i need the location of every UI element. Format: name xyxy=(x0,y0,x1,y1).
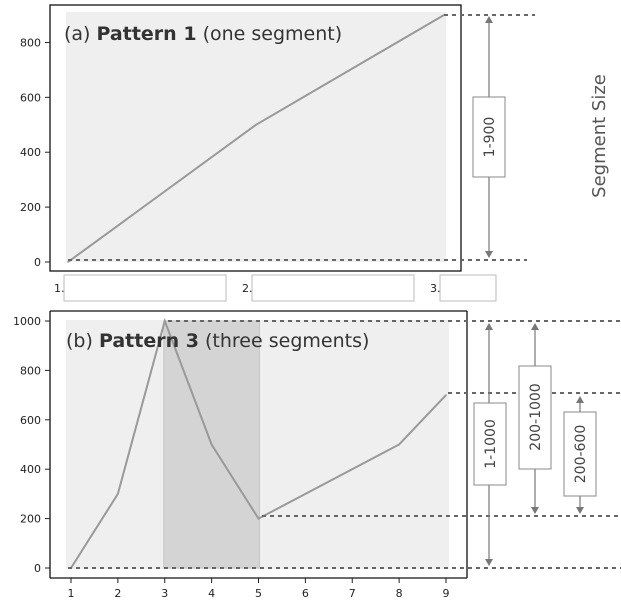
panel-b-y-tick-label: 800 xyxy=(20,364,41,377)
panel-b-title: (b) Pattern 3 (three segments) xyxy=(66,330,369,352)
panel-b-series-line xyxy=(70,317,447,569)
panel-a-y-tick-label: 800 xyxy=(20,36,41,49)
position-box-1 xyxy=(63,274,227,302)
panel-a-y-tick-label: 400 xyxy=(20,146,41,159)
range-label-200-1000: 200-1000 xyxy=(528,383,544,450)
x-position-strip: 1. 2. 3. xyxy=(54,274,497,302)
segment-size-label: Segment Size xyxy=(589,74,610,198)
panel-b-x-tick-label: 2 xyxy=(114,587,121,600)
x-tick-label-2: 2. xyxy=(242,282,253,295)
range-arrow-1-1000: 1-1000 xyxy=(473,323,507,566)
panel-a-title: (a) Pattern 1 (one segment) xyxy=(64,23,342,45)
panel-b-x-tick-label: 4 xyxy=(208,587,215,600)
panel-b-y-tick-label: 200 xyxy=(20,513,41,526)
panel-b-y-tick-label: 600 xyxy=(20,414,41,427)
panel-a-series-line xyxy=(67,14,445,263)
panel-b-x-ticks: 1 2 3 4 5 6 7 8 9 xyxy=(68,320,450,600)
panel-b-y-ticks: 0 200 400 600 800 1000 xyxy=(13,315,50,575)
panel-a: 0 200 400 600 800 1-900 (a) Pattern 1 (one s… xyxy=(20,4,535,272)
panel-b-y-tick-label: 1000 xyxy=(13,315,41,328)
range-arrow-200-1000: 200-1000 xyxy=(518,323,552,514)
x-tick-label-3: 3. xyxy=(430,282,441,295)
panel-b: 0 200 400 600 800 1000 1 2 3 4 5 6 7 8 9 1-1000 200-1… xyxy=(13,310,621,600)
x-tick-label-1: 1. xyxy=(54,282,65,295)
panel-b-x-tick-label: 9 xyxy=(443,587,450,600)
position-box-3 xyxy=(439,274,497,302)
panel-a-y-ticks: 0 200 400 600 800 xyxy=(20,14,445,269)
position-box-2 xyxy=(251,274,415,302)
range-label-200-600: 200-600 xyxy=(573,425,589,484)
range-label-1-900: 1-900 xyxy=(482,117,498,158)
panel-b-x-tick-label: 5 xyxy=(255,587,262,600)
panel-b-x-tick-label: 7 xyxy=(349,587,356,600)
panel-b-x-tick-label: 8 xyxy=(396,587,403,600)
panel-a-y-tick-label: 600 xyxy=(20,91,41,104)
range-label-1-1000: 1-1000 xyxy=(483,419,499,469)
panel-a-y-tick-label: 200 xyxy=(20,201,41,214)
panel-b-y-tick-label: 0 xyxy=(34,562,41,575)
panel-b-y-tick-label: 400 xyxy=(20,463,41,476)
panel-a-y-tick-label: 0 xyxy=(34,256,41,269)
range-arrow-200-600: 200-600 xyxy=(563,396,597,514)
panel-b-x-tick-label: 3 xyxy=(161,587,168,600)
panel-a-frame xyxy=(49,4,462,272)
panel-a-background xyxy=(66,12,446,262)
range-arrow-1-900: 1-900 xyxy=(472,16,506,258)
panel-b-x-tick-label: 6 xyxy=(302,587,309,600)
panel-b-x-tick-label: 1 xyxy=(68,587,75,600)
